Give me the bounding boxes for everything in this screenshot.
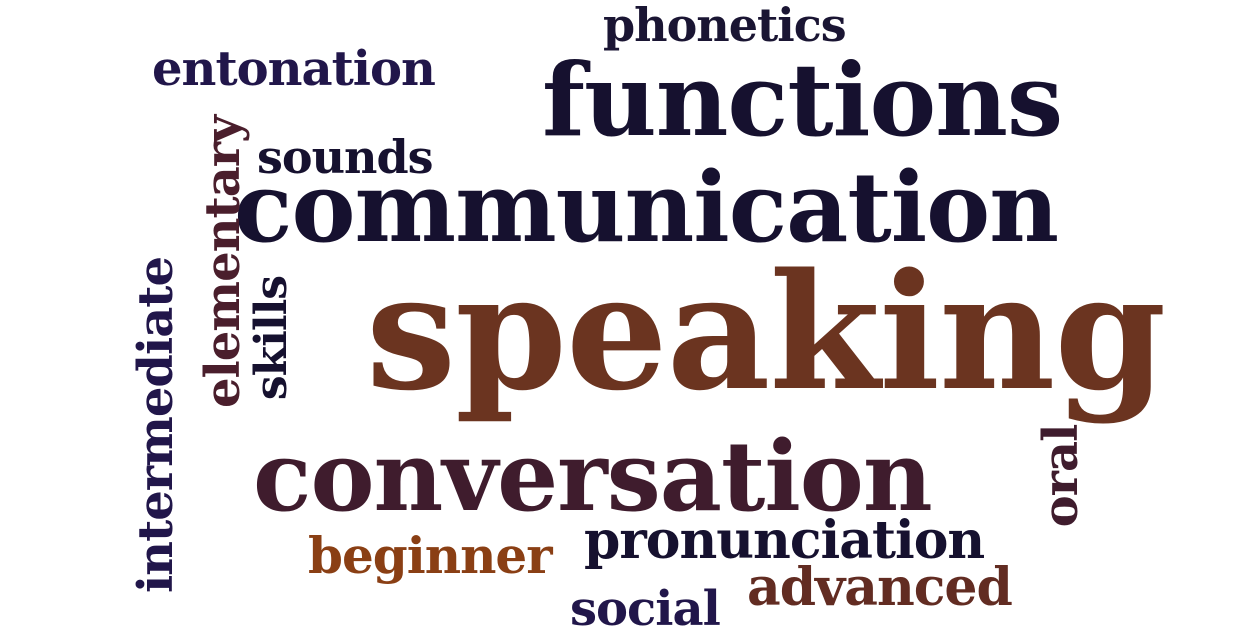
word-speaking: speaking [366, 238, 1166, 426]
word-beginner: beginner [308, 526, 553, 585]
word-functions: functions [542, 41, 1063, 159]
word-sounds: sounds [257, 130, 434, 184]
word-conversation: conversation [253, 420, 933, 533]
word-communication: communication [234, 151, 1059, 264]
word-oral: oral [1033, 424, 1089, 528]
word-phonetics: phonetics [603, 0, 847, 52]
word-intermediate: intermediate [128, 256, 184, 594]
word-pronunciation: pronunciation [584, 510, 985, 571]
word-entonation: entonation [152, 41, 436, 97]
word-advanced: advanced [747, 557, 1013, 618]
word-skills: skills [246, 275, 297, 401]
word-elementary: elementary [195, 116, 251, 408]
word-social: social [570, 581, 721, 637]
